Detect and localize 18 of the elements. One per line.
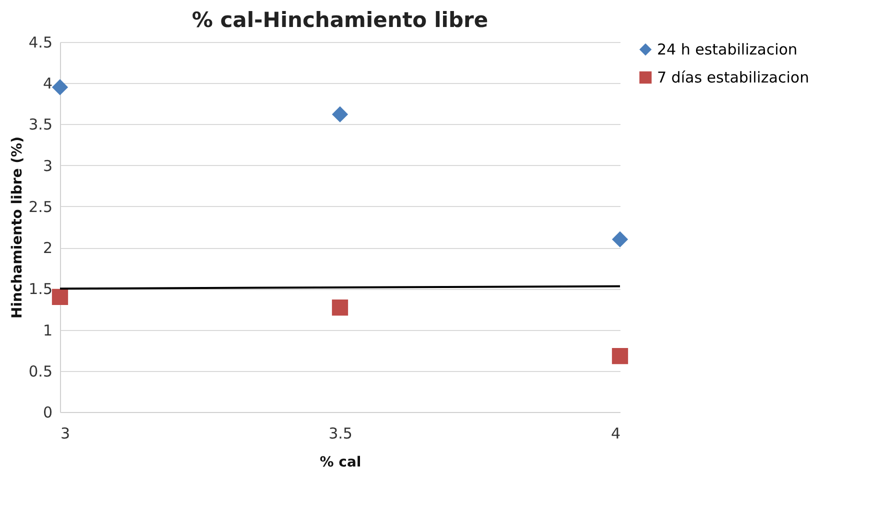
x-tick-label: 3 — [60, 424, 70, 442]
y-tick-label: 3 — [42, 156, 52, 175]
y-tick-label: 4.5 — [28, 34, 52, 52]
y-axis-title: Hinchamiento libre (%) — [10, 136, 26, 318]
x-tick-label: 4 — [610, 424, 620, 442]
y-tick-label: 0.5 — [28, 362, 52, 380]
y-tick-label: 1.5 — [28, 280, 52, 298]
y-tick-label: 2 — [42, 239, 52, 258]
legend-label: 24 h estabilizacion — [657, 40, 798, 58]
y-tick-label: 4 — [42, 74, 52, 93]
chart-title: % cal-Hinchamiento libre — [192, 8, 488, 32]
y-tick-label: 0 — [42, 404, 52, 422]
x-tick-label: 3.5 — [328, 424, 352, 442]
legend-label: 7 días estabilizacion — [657, 68, 810, 86]
x-axis-title: % cal — [320, 454, 362, 470]
y-tick-label: 1 — [42, 321, 52, 340]
y-tick-label: 3.5 — [28, 116, 52, 134]
y-tick-label: 2.5 — [28, 198, 52, 216]
